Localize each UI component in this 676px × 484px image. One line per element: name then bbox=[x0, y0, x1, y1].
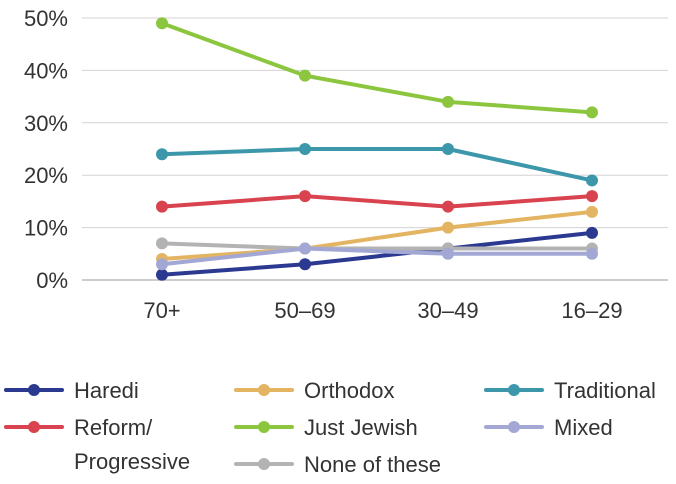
data-point-mixed bbox=[586, 247, 598, 260]
legend-swatch-dot bbox=[28, 421, 40, 433]
series-reform-progressive bbox=[156, 190, 598, 213]
y-tick-label: 0% bbox=[36, 268, 68, 293]
legend-label: Traditional bbox=[554, 378, 656, 403]
legend-swatch-dot bbox=[258, 458, 270, 470]
y-tick-label: 40% bbox=[24, 58, 68, 83]
legend-item-just-jewish: Just Jewish bbox=[234, 415, 418, 440]
data-point-haredi bbox=[299, 258, 311, 271]
data-point-just-jewish bbox=[442, 95, 454, 108]
legend-label: Just Jewish bbox=[304, 415, 418, 440]
data-point-mixed bbox=[156, 258, 168, 271]
x-tick-label: 50–69 bbox=[274, 298, 335, 323]
data-point-mixed bbox=[299, 242, 311, 255]
series-line-traditional bbox=[160, 147, 594, 183]
y-tick-label: 50% bbox=[24, 6, 68, 31]
data-point-orthodox bbox=[586, 205, 598, 218]
series-traditional bbox=[156, 143, 598, 187]
legend-swatch-dot bbox=[28, 384, 40, 396]
legend-swatch-dot bbox=[508, 384, 520, 396]
data-point-haredi bbox=[586, 226, 598, 239]
legend-item-none-of-these: None of these bbox=[234, 452, 441, 477]
legend-label: Mixed bbox=[554, 415, 613, 440]
series-lines bbox=[156, 17, 598, 281]
y-tick-label: 10% bbox=[24, 216, 68, 241]
series-line-mixed bbox=[160, 246, 594, 267]
y-tick-label: 20% bbox=[24, 163, 68, 188]
x-axis-tick-labels: 70+ 50–69 30–49 16–29 bbox=[143, 298, 622, 323]
legend-item-haredi: Haredi bbox=[4, 378, 139, 403]
legend-label: Reform/ bbox=[74, 415, 153, 440]
legend-label: Progressive bbox=[74, 449, 190, 474]
series-line-orthodox bbox=[160, 209, 594, 262]
data-point-just-jewish bbox=[156, 17, 168, 30]
y-axis-tick-labels: 0% 10% 20% 30% 40% 50% bbox=[24, 6, 68, 293]
data-point-traditional bbox=[299, 143, 311, 155]
data-point-reform-progressive bbox=[586, 190, 598, 203]
legend-item-traditional: Traditional bbox=[484, 378, 656, 403]
legend-swatch-dot bbox=[258, 421, 270, 433]
x-tick-label: 30–49 bbox=[417, 298, 478, 323]
legend-item-mixed: Mixed bbox=[484, 415, 613, 440]
legend-swatch-dot bbox=[258, 384, 270, 396]
data-point-mixed bbox=[442, 247, 454, 260]
series-line-none-of-these bbox=[160, 241, 594, 251]
data-point-traditional bbox=[156, 148, 168, 161]
y-tick-label: 30% bbox=[24, 111, 68, 136]
data-point-orthodox bbox=[442, 221, 454, 234]
series-line-haredi bbox=[160, 230, 594, 277]
legend-item-reform-progressive: Reform/Progressive bbox=[4, 415, 190, 474]
legend-label: Orthodox bbox=[304, 378, 395, 403]
legend: Haredi Reform/Progressive Orthodox Just Jew… bbox=[4, 378, 656, 477]
gridlines bbox=[82, 17, 668, 281]
legend-swatch-dot bbox=[508, 421, 520, 433]
legend-label: Haredi bbox=[74, 378, 139, 403]
series-just-jewish bbox=[156, 17, 598, 119]
data-point-just-jewish bbox=[299, 69, 311, 82]
series-mixed bbox=[156, 242, 598, 271]
legend-item-orthodox: Orthodox bbox=[234, 378, 395, 403]
data-point-traditional bbox=[586, 174, 598, 187]
data-point-just-jewish bbox=[586, 106, 598, 119]
x-tick-label: 70+ bbox=[143, 298, 180, 323]
series-line-reform-progressive bbox=[160, 194, 594, 209]
data-point-none-of-these bbox=[156, 237, 168, 250]
data-point-traditional bbox=[442, 143, 454, 155]
series-line-just-jewish bbox=[160, 21, 594, 115]
data-point-haredi bbox=[156, 268, 168, 281]
data-point-reform-progressive bbox=[299, 190, 311, 203]
data-point-reform-progressive bbox=[156, 200, 168, 213]
legend-label: None of these bbox=[304, 452, 441, 477]
data-point-reform-progressive bbox=[442, 200, 454, 213]
x-tick-label: 16–29 bbox=[561, 298, 622, 323]
